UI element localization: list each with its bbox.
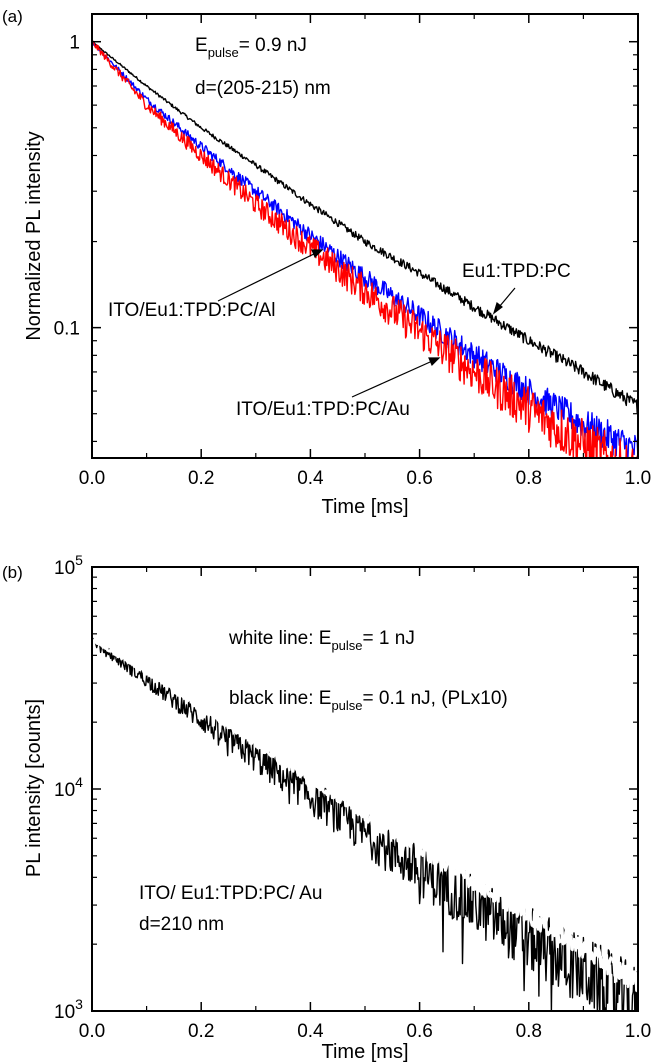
panel-a-x-tick-label: 0.8 — [516, 468, 542, 489]
panel-a-arrows — [217, 249, 516, 398]
panel-b-thickness-annotation: d=210 nm — [139, 914, 224, 935]
panel-a-series-eu1-tpd-pc — [92, 41, 638, 414]
panel-a-label-al: ITO/Eu1:TPD:PC/Al — [108, 300, 276, 321]
panel-a-x-tick-label: 0.0 — [79, 468, 105, 489]
panel-b-label: (b) — [2, 563, 23, 582]
panel-b-x-tick-label: 0.8 — [516, 1021, 542, 1042]
panel-a-x-axis-title: Time [ms] — [321, 496, 408, 518]
panel-b-sample-annotation: ITO/ Eu1:TPD:PC/ Au — [139, 883, 322, 904]
panel-a-label-au: ITO/Eu1:TPD:PC/Au — [236, 399, 410, 420]
panel-b-black-line-annotation: black line: Epulse= 0.1 nJ, (PLx10) — [229, 688, 508, 713]
panel-a-y-tick-label: 1 — [69, 33, 80, 54]
arrow-eu-head — [492, 301, 503, 315]
arrow-au-head — [428, 357, 441, 367]
panel-a-x-tick-label: 0.4 — [297, 468, 324, 489]
panel-a-series-group — [92, 39, 638, 458]
panel-b-y-tick-label: 105 — [54, 552, 83, 579]
panel-a-label: (a) — [2, 7, 23, 26]
panel-a: (a) 0.0 0.2 0.4 0.6 0.8 1.0 10.1 Time [ms] No… — [2, 7, 651, 518]
panel-a-series-ito-eu1-tpd-pc-al — [92, 41, 638, 458]
panel-b-white-line-annotation: white line: Epulse= 1 nJ — [228, 628, 415, 653]
panel-a-y-axis-title: Normalized PL intensity — [23, 131, 45, 340]
panel-b-x-tick-label: 0.2 — [188, 1021, 214, 1042]
arrow-al — [217, 249, 323, 302]
panel-a-energy-annotation: Epulse= 0.9 nJ — [195, 35, 307, 60]
panel-a-label-eu: Eu1:TPD:PC — [462, 261, 571, 282]
arrow-al-head — [311, 249, 324, 259]
panel-a-y-ticks: 10.1 — [54, 33, 638, 443]
panel-b-x-tick-label: 0.4 — [297, 1021, 324, 1042]
panel-a-y-tick-label: 0.1 — [54, 319, 80, 340]
panel-b-series-black-line — [92, 637, 638, 1011]
panel-b-x-axis-title: Time [ms] — [321, 1041, 408, 1063]
arrow-au — [351, 357, 440, 398]
panel-a-series-ito-eu1-tpd-pc-au — [92, 39, 638, 458]
panel-b: (b) 0.0 0.2 0.4 0.6 0.8 1.0 105 104 103 Time [m… — [2, 552, 651, 1063]
panel-b-y-ticks: 105 104 103 — [54, 552, 638, 1023]
panel-b-x-ticks: 0.0 0.2 0.4 0.6 0.8 1.0 — [79, 567, 651, 1042]
panel-a-x-tick-label: 0.6 — [406, 468, 432, 489]
panel-b-y-axis-title: PL intensity [counts] — [23, 699, 45, 877]
panel-b-x-tick-label: 0.0 — [79, 1021, 105, 1042]
panel-b-series-white-line — [92, 638, 638, 993]
panel-a-x-tick-label: 0.2 — [188, 468, 214, 489]
panel-b-y-tick-label: 103 — [54, 996, 83, 1023]
panel-a-x-ticks: 0.0 0.2 0.4 0.6 0.8 1.0 — [79, 14, 651, 489]
panel-a-thickness-annotation: d=(205-215) nm — [195, 78, 331, 99]
panel-a-x-tick-label: 1.0 — [625, 468, 651, 489]
panel-b-series-group — [92, 637, 638, 1011]
panel-b-y-tick-label: 104 — [54, 774, 83, 801]
panel-b-x-tick-label: 1.0 — [625, 1021, 651, 1042]
panel-b-x-tick-label: 0.6 — [406, 1021, 432, 1042]
